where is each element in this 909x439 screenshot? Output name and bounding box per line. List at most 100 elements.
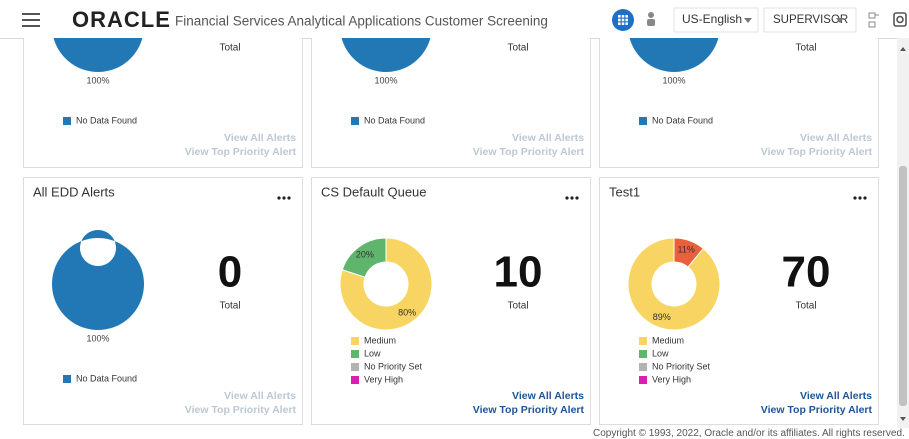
legend-swatch (351, 337, 359, 345)
card-title: CS Default Queue (321, 184, 427, 199)
menu-button[interactable] (22, 13, 40, 27)
legend-label: Low (364, 348, 381, 358)
menu-dot (858, 196, 862, 200)
card-link[interactable]: View Top Priority Alert (473, 404, 585, 416)
alert-card: CS Default Queue 80% 20% 10 Total Medium Low No… (311, 177, 591, 425)
alert-card: 100% Total No Data Found View All Alerts Vie… (599, 38, 879, 168)
legend-label: Very High (652, 374, 691, 384)
card-link: View Top Priority Alert (473, 146, 585, 158)
alert-card: 100% Total No Data Found View All Alerts Vie… (23, 38, 303, 168)
legend-label: Medium (364, 335, 396, 345)
legend-label: Low (652, 348, 669, 358)
legend-label: Very High (364, 374, 403, 384)
card-content: 100% Total No Data Found View All Alerts Vie… (341, 38, 585, 158)
legend-label: No Data Found (76, 373, 137, 383)
card-menu[interactable] (565, 196, 579, 200)
card-menu[interactable] (277, 196, 291, 200)
alert-card: Test1 11% 89% 70 Total Medium Low No Priority S… (599, 177, 879, 425)
hierarchy-icon[interactable] (868, 12, 879, 28)
menu-dot (287, 196, 291, 200)
menu-dot (863, 196, 867, 200)
card-content: 100% Total No Data Found View All Alerts Vie… (53, 38, 297, 158)
legend-swatch (351, 117, 359, 125)
user: SUPERVISOR (773, 14, 848, 26)
footer: Copyright © 1993, 2022, Oracle and/or it… (593, 428, 905, 439)
slice-label: 100% (374, 75, 397, 85)
legend-swatch (639, 337, 647, 345)
legend-label: Medium (652, 335, 684, 345)
apps-button[interactable] (612, 9, 634, 31)
legend-label: No Data Found (652, 115, 713, 125)
brand: ORACLE (72, 7, 171, 32)
slice-label: 100% (86, 333, 109, 343)
language-select[interactable]: US-English (673, 7, 759, 33)
total-label: Total (219, 43, 240, 54)
menu-dot (565, 196, 569, 200)
total-value: 10 (494, 248, 543, 297)
card-body: All EDD Alerts 100% 0 Total No Data Found Vie… (33, 184, 296, 415)
slice-label: 100% (86, 75, 109, 85)
user-icon[interactable] (647, 12, 655, 26)
total-label: Total (507, 301, 528, 312)
total-label: Total (795, 301, 816, 312)
legend-swatch (351, 350, 359, 358)
card-content: 100% Total No Data Found View All Alerts Vie… (629, 38, 872, 158)
card-link[interactable]: View Top Priority Alert (761, 404, 873, 416)
slice-label: 80% (398, 307, 416, 317)
card-content: Test1 11% 89% 70 Total Medium Low No Priority S… (609, 184, 872, 415)
scrollbar[interactable] (897, 38, 909, 428)
card-body: 100% Total No Data Found View All Alerts Vie… (53, 38, 297, 158)
total-label: Total (219, 301, 240, 312)
card-title: Test1 (609, 184, 640, 199)
header: ORACLE Financial Services Analytical App… (0, 0, 909, 39)
alert-card: All EDD Alerts 100% 0 Total No Data Found Vie… (23, 177, 303, 425)
header-bar: ORACLE Financial Services Analytical App… (22, 7, 907, 33)
menu-dot (575, 196, 579, 200)
donut-slice (627, 237, 721, 331)
card-menu[interactable] (853, 196, 867, 200)
donut-slice (341, 38, 431, 72)
card-body: Test1 11% 89% 70 Total Medium Low No Priority S… (609, 184, 872, 415)
donut-slice (629, 38, 719, 72)
app-title: Financial Services Analytical Applicatio… (175, 14, 548, 29)
legend-label: No Priority Set (364, 361, 423, 371)
card-title: All EDD Alerts (33, 184, 115, 199)
donut-slice (53, 38, 143, 72)
menu-dot (570, 196, 574, 200)
user-select[interactable]: SUPERVISOR (763, 7, 857, 33)
menu-dot (282, 196, 286, 200)
card-link[interactable]: View All Alerts (512, 390, 584, 402)
language: US-English (682, 12, 742, 26)
legend-swatch (639, 117, 647, 125)
legend-swatch (351, 363, 359, 371)
card-link: View All Alerts (224, 132, 296, 144)
legend-label: No Data Found (364, 115, 425, 125)
total-label: Total (507, 43, 528, 54)
card-body: CS Default Queue 80% 20% 10 Total Medium Low No… (321, 184, 584, 415)
total-value: 0 (218, 248, 242, 297)
legend-label: No Priority Set (652, 361, 711, 371)
slice-label: 89% (653, 312, 671, 322)
slice-label: 11% (678, 245, 695, 255)
card-link: View All Alerts (512, 132, 584, 144)
card-link: View All Alerts (800, 132, 872, 144)
legend-swatch (63, 375, 71, 383)
card-body: 100% Total No Data Found View All Alerts Vie… (341, 38, 585, 158)
card-content: CS Default Queue 80% 20% 10 Total Medium Low No… (321, 184, 584, 415)
card-link: View Top Priority Alert (185, 146, 297, 158)
menu-dot (853, 196, 857, 200)
slice-label: 100% (662, 75, 685, 85)
legend-swatch (63, 117, 71, 125)
card-link: View All Alerts (224, 390, 296, 402)
legend-swatch (351, 376, 359, 384)
card-content: All EDD Alerts 100% 0 Total No Data Found Vie… (33, 184, 296, 415)
card-body: 100% Total No Data Found View All Alerts Vie… (629, 38, 872, 158)
donut-slice (339, 237, 433, 331)
card-link[interactable]: View All Alerts (800, 390, 872, 402)
help-icon[interactable] (893, 12, 907, 27)
donut-slice (51, 230, 144, 330)
legend-label: No Data Found (76, 115, 137, 125)
total-value: 70 (782, 248, 831, 297)
menu-dot (277, 196, 281, 200)
